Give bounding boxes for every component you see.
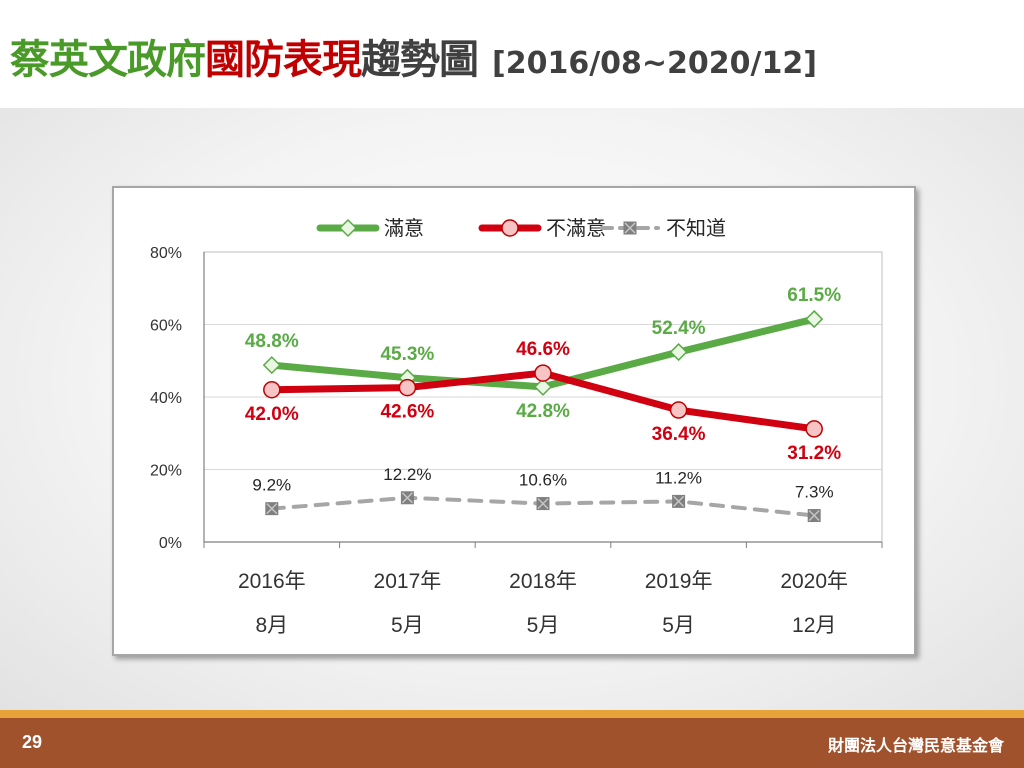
- data-point-square-cross: [808, 510, 820, 522]
- title-part-defense: 國防表現: [205, 37, 362, 83]
- x-tick-label-month: 5月: [662, 614, 695, 637]
- chart-frame: 0% 20% 40% 60% 80% 2016年 8月 2017年 5月 2018年 5月 2019年…: [112, 186, 916, 656]
- data-point-circle: [263, 381, 281, 399]
- x-tick-label-year: 2017年: [374, 570, 442, 593]
- data-point-square-cross: [266, 503, 278, 515]
- data-point-square: [807, 509, 821, 523]
- data-label: 10.6%: [519, 471, 567, 490]
- data-label: 46.6%: [516, 339, 570, 360]
- data-point-square-cross: [537, 498, 549, 510]
- legend-label: 不知道: [666, 216, 726, 240]
- y-tick-label: 0%: [159, 535, 182, 552]
- legend: 滿意 不滿意 不知道: [316, 216, 726, 240]
- y-tick-label: 40%: [150, 390, 182, 407]
- data-label: 12.2%: [383, 465, 431, 484]
- data-point-square-cross: [624, 222, 636, 234]
- data-label: 48.8%: [245, 331, 299, 352]
- data-label: 31.2%: [787, 443, 841, 464]
- data-point-diamond: [533, 377, 553, 396]
- data-label: 61.5%: [787, 285, 841, 306]
- x-tick-label-year: 2018年: [509, 570, 577, 593]
- data-label: 7.3%: [795, 483, 834, 502]
- title-part-trend: 趨勢圖: [361, 37, 479, 83]
- data-point-circle: [501, 219, 519, 237]
- data-label: 36.4%: [652, 424, 706, 445]
- data-point-square: [536, 497, 550, 511]
- title-bar: 蔡英文政府國防表現趨勢圖 [2016/08~2020/12]: [0, 0, 1024, 108]
- data-point-diamond: [262, 356, 281, 375]
- y-tick-label: 60%: [150, 318, 182, 335]
- data-label: 52.4%: [652, 318, 706, 339]
- data-point-square: [623, 221, 637, 235]
- data-label: 45.3%: [380, 344, 434, 365]
- data-point-diamond: [669, 342, 688, 362]
- page-title: 蔡英文政府國防表現趨勢圖 [2016/08~2020/12]: [10, 30, 817, 90]
- data-label: 9.2%: [252, 476, 291, 495]
- legend-label: 滿意: [384, 216, 424, 240]
- data-label: 11.2%: [655, 468, 702, 487]
- data-point-square-cross: [673, 495, 685, 507]
- x-tick-label-month: 5月: [391, 614, 424, 637]
- footer-stripe: [0, 710, 1024, 718]
- gridlines: [204, 251, 882, 470]
- data-point-square-cross: [401, 492, 413, 504]
- x-tick-label-month: 5月: [527, 614, 560, 637]
- data-point-square: [265, 502, 279, 516]
- title-date-range: [2016/08~2020/12]: [492, 46, 817, 81]
- data-point-square: [672, 494, 686, 508]
- data-point-circle: [669, 401, 688, 419]
- data-point-square: [400, 491, 414, 505]
- organization-name: 財團法人台灣民意基金會: [827, 736, 1004, 755]
- data-point-circle: [398, 378, 417, 397]
- line-chart: 0% 20% 40% 60% 80% 2016年 8月 2017年 5月 2018年 5月 2019年…: [150, 216, 883, 637]
- data-point-diamond: [805, 310, 824, 329]
- y-tick-label: 80%: [150, 245, 182, 262]
- data-point-circle: [805, 420, 823, 438]
- page-number: 29: [22, 732, 43, 752]
- data-label: 42.6%: [380, 402, 434, 423]
- series-滿意: 48.8% 45.3% 42.8% 52.4% 61.5%: [245, 285, 841, 422]
- x-tick-label-year: 2019年: [645, 570, 713, 593]
- x-tick-label-year: 2016年: [238, 570, 306, 593]
- x-tick-label-month: 12月: [792, 614, 836, 637]
- data-point-circle: [534, 364, 552, 382]
- legend-label: 不滿意: [546, 216, 606, 240]
- title-part-government: 蔡英文政府: [10, 37, 206, 83]
- y-tick-label: 20%: [150, 463, 182, 480]
- data-label: 42.8%: [516, 401, 570, 422]
- series-不滿意: 42.0% 42.6% 46.6% 36.4% 31.2%: [245, 339, 841, 464]
- x-tick-label-month: 8月: [255, 614, 288, 637]
- data-label: 42.0%: [245, 404, 299, 425]
- data-point-diamond: [338, 218, 358, 238]
- footer-bar: 29 財團法人台灣民意基金會: [0, 718, 1024, 768]
- x-tick-label-year: 2020年: [780, 570, 848, 593]
- series-不知道: 9.2% 12.2% 10.6% 11.2% 7.3%: [252, 465, 834, 523]
